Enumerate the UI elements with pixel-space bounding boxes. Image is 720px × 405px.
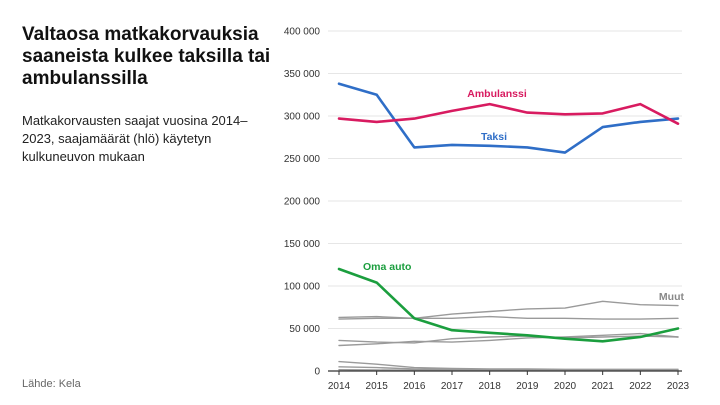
- x-tick-label: 2018: [479, 381, 502, 392]
- series-label-muut: Muut: [659, 291, 685, 303]
- x-tick-label: 2022: [629, 381, 652, 392]
- series-labels: Ambulanssi Taksi Oma auto Muut: [363, 88, 684, 303]
- series-line-muut-7: [338, 369, 679, 372]
- x-tick-label: 2016: [403, 381, 426, 392]
- x-tick-label: 2019: [516, 381, 539, 392]
- x-axis-ticks: 2014 2015 2016 2017 2018 2019 2020 2021 2022 2023: [328, 371, 690, 392]
- source-note: Lähde: Kela: [22, 378, 81, 390]
- series-line-muut-5: [338, 360, 679, 370]
- x-tick-label: 2014: [328, 381, 351, 392]
- chart-title: Valtaosa matkakorvauksia saaneista kulke…: [22, 24, 271, 89]
- x-tick-label: 2017: [441, 381, 464, 392]
- series-label-oma-auto: Oma auto: [363, 261, 411, 273]
- series-line-ambulanssi: [337, 102, 680, 125]
- series-label-taksi: Taksi: [481, 131, 507, 143]
- x-tick-label: 2023: [667, 381, 690, 392]
- y-tick-label: 250 000: [284, 154, 321, 165]
- y-axis-ticks: 0 50 000 100 000 150 000 200 000 250 000 300 0…: [284, 27, 321, 378]
- series-line-muut-2: [338, 315, 679, 320]
- y-tick-label: 50 000: [289, 324, 320, 335]
- series-line-muut: [338, 300, 679, 319]
- x-tick-label: 2021: [592, 381, 615, 392]
- main-series-group: [337, 82, 680, 343]
- x-tick-label: 2020: [554, 381, 577, 392]
- y-tick-label: 400 000: [284, 27, 321, 38]
- y-tick-label: 0: [314, 367, 320, 378]
- y-tick-label: 300 000: [284, 112, 321, 123]
- series-label-ambulanssi: Ambulanssi: [467, 88, 527, 100]
- y-tick-label: 100 000: [284, 282, 321, 293]
- gridlines: [328, 30, 682, 329]
- y-tick-label: 200 000: [284, 197, 321, 208]
- series-line-muut-4: [338, 332, 679, 347]
- series-line-oma-auto: [337, 267, 680, 343]
- y-tick-label: 350 000: [284, 69, 321, 80]
- x-tick-label: 2015: [366, 381, 389, 392]
- muut-series-group: [338, 300, 679, 372]
- y-tick-label: 150 000: [284, 239, 321, 250]
- chart-subtitle: Matkakorvausten saajat vuosina 2014–2023…: [22, 113, 248, 164]
